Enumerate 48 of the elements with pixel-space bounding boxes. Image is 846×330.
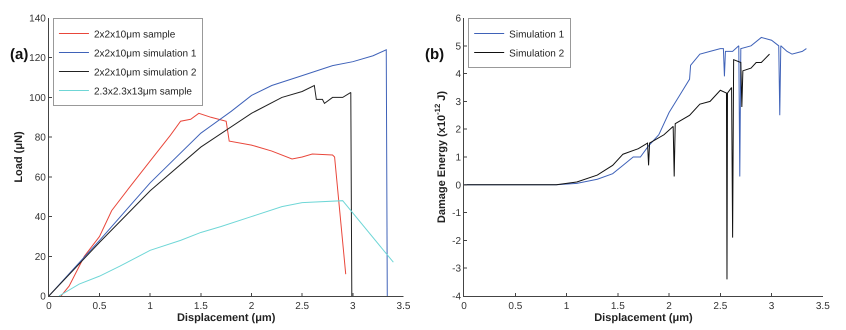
x-tick-label: 3 <box>350 301 356 312</box>
y-tick-label: 140 <box>29 14 46 24</box>
x-tick-label: 2.5 <box>713 301 728 312</box>
line-series <box>60 112 346 296</box>
y-tick-label: 120 <box>29 53 46 64</box>
y-tick-label: 40 <box>34 212 46 224</box>
y-tick-label: -1 <box>452 208 462 220</box>
legend-label: 2.3x2.3x13μm sample <box>94 86 192 98</box>
y-tick-label: 4 <box>456 69 462 80</box>
x-axis-title: Displacement (μm) <box>176 312 276 324</box>
y-tick-label: 80 <box>34 132 46 144</box>
y-axis-title: Load (μN) <box>12 131 25 183</box>
x-tick-label: 2 <box>248 301 255 312</box>
y-tick-label: 0 <box>40 292 46 302</box>
y-tick-label: 2 <box>456 124 462 136</box>
line-series <box>48 49 388 296</box>
y-tick-label: 60 <box>34 172 46 184</box>
y-tick-label: 6 <box>456 14 462 24</box>
legend-label: Simulation 1 <box>509 29 565 40</box>
y-tick-label: 3 <box>456 96 462 108</box>
legend-label: Simulation 2 <box>509 48 565 60</box>
y-tick-label: 1 <box>456 152 462 164</box>
y-tick-label: -4 <box>452 292 462 302</box>
legend-label: 2x2x10μm simulation 2 <box>94 67 197 78</box>
x-tick-label: 1.5 <box>610 301 626 312</box>
x-tick-label: 3.5 <box>816 301 830 312</box>
x-tick-label: 2 <box>666 301 672 312</box>
x-tick-label: 2.5 <box>295 301 310 312</box>
legend-label: 2x2x10μm sample <box>94 29 176 40</box>
x-tick-label: 1 <box>564 301 570 312</box>
x-tick-label: 1 <box>147 301 154 312</box>
y-tick-label: 20 <box>34 252 46 263</box>
y-tick-label: 100 <box>29 92 46 104</box>
y-tick-label: -2 <box>452 236 462 247</box>
x-tick-label: 3.5 <box>396 301 411 312</box>
x-tick-label: 0.5 <box>92 301 107 312</box>
y-tick-label: 0 <box>456 180 462 192</box>
x-axis-title: Displacement (μm) <box>594 312 693 324</box>
x-tick-label: 1.5 <box>194 301 208 312</box>
line-series <box>58 200 394 296</box>
x-tick-label: 3 <box>768 301 775 312</box>
text: (a) <box>10 46 28 63</box>
text: (b) <box>425 46 444 63</box>
legend-label: 2x2x10μm simulation 1 <box>94 48 197 60</box>
y-tick-label: -3 <box>452 264 462 275</box>
x-tick-label: 0.5 <box>508 301 523 312</box>
line-series <box>48 85 352 296</box>
y-tick-label: 5 <box>456 41 462 52</box>
